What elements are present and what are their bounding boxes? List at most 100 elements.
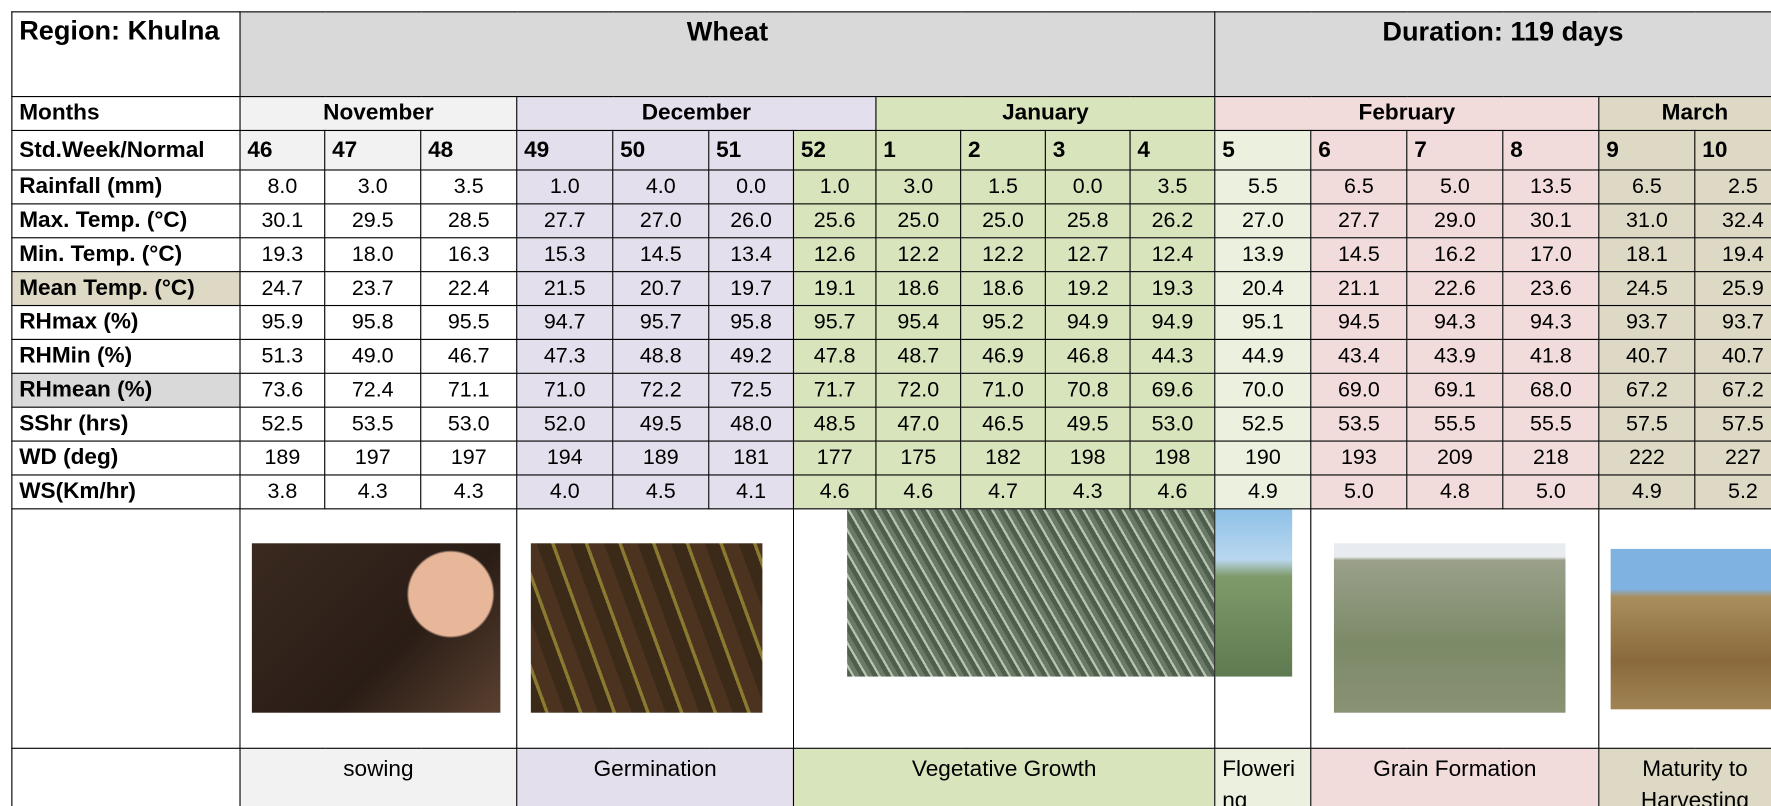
week-label: Std.Week/Normal (12, 130, 240, 170)
value-cell: 25.8 (1045, 204, 1130, 238)
value-cell: 18.1 (1599, 238, 1695, 272)
value-cell: 189 (613, 441, 709, 475)
value-cell: 4.7 (961, 475, 1046, 509)
stage-photo (531, 543, 763, 712)
value-cell: 177 (793, 441, 875, 475)
value-cell: 190 (1215, 441, 1311, 475)
value-cell: 1.0 (517, 170, 613, 204)
stage-label: Maturity to Harvesting (1599, 748, 1771, 806)
value-cell: 48.5 (793, 407, 875, 441)
week: 52 (793, 130, 875, 170)
duration: Duration: 119 days (1215, 12, 1771, 97)
value-cell: 25.6 (793, 204, 875, 238)
value-cell: 29.5 (325, 204, 421, 238)
week: 3 (1045, 130, 1130, 170)
value-cell: 19.4 (1695, 238, 1771, 272)
value-cell: 4.3 (421, 475, 517, 509)
value-cell: 5.0 (1407, 170, 1503, 204)
value-cell: 94.9 (1130, 306, 1215, 340)
row-label: Rainfall (mm) (12, 170, 240, 204)
value-cell: 14.5 (613, 238, 709, 272)
value-cell: 175 (876, 441, 961, 475)
value-cell: 13.9 (1215, 238, 1311, 272)
week: 6 (1311, 130, 1407, 170)
value-cell: 47.8 (793, 339, 875, 373)
value-cell: 25.9 (1695, 272, 1771, 306)
value-cell: 94.3 (1407, 306, 1503, 340)
value-cell: 3.5 (1130, 170, 1215, 204)
value-cell: 4.5 (613, 475, 709, 509)
value-cell: 4.6 (1130, 475, 1215, 509)
week: 48 (421, 130, 517, 170)
value-cell: 27.7 (1311, 204, 1407, 238)
week: 46 (240, 130, 325, 170)
value-cell: 46.5 (961, 407, 1046, 441)
value-cell: 14.5 (1311, 238, 1407, 272)
value-cell: 47.3 (517, 339, 613, 373)
stage-label: Germination (517, 748, 794, 806)
value-cell: 71.0 (517, 373, 613, 407)
value-cell: 49.0 (325, 339, 421, 373)
month: January (876, 97, 1215, 131)
month: February (1215, 97, 1599, 131)
value-cell: 93.7 (1599, 306, 1695, 340)
value-cell: 193 (1311, 441, 1407, 475)
images-row (12, 509, 1771, 748)
value-cell: 69.0 (1311, 373, 1407, 407)
value-cell: 4.6 (793, 475, 875, 509)
image-cell (793, 509, 1214, 748)
value-cell: 2.5 (1695, 170, 1771, 204)
crop-title: Wheat (240, 12, 1215, 97)
value-cell: 30.1 (1503, 204, 1599, 238)
value-cell: 30.1 (240, 204, 325, 238)
value-cell: 51.3 (240, 339, 325, 373)
value-cell: 4.8 (1407, 475, 1503, 509)
value-cell: 12.2 (961, 238, 1046, 272)
value-cell: 95.2 (961, 306, 1046, 340)
value-cell: 3.0 (876, 170, 961, 204)
week: 9 (1599, 130, 1695, 170)
image-cell (1311, 509, 1599, 748)
value-cell: 3.0 (325, 170, 421, 204)
week: 7 (1407, 130, 1503, 170)
value-cell: 25.0 (961, 204, 1046, 238)
value-cell: 18.0 (325, 238, 421, 272)
value-cell: 52.0 (517, 407, 613, 441)
value-cell: 27.7 (517, 204, 613, 238)
value-cell: 53.0 (421, 407, 517, 441)
value-cell: 72.5 (709, 373, 794, 407)
value-cell: 20.4 (1215, 272, 1311, 306)
value-cell: 13.5 (1503, 170, 1599, 204)
value-cell: 26.0 (709, 204, 794, 238)
value-cell: 12.7 (1045, 238, 1130, 272)
value-cell: 93.7 (1695, 306, 1771, 340)
value-cell: 22.6 (1407, 272, 1503, 306)
value-cell: 28.5 (421, 204, 517, 238)
value-cell: 4.6 (876, 475, 961, 509)
value-cell: 0.0 (1045, 170, 1130, 204)
value-cell: 32.4 (1695, 204, 1771, 238)
value-cell: 94.5 (1311, 306, 1407, 340)
value-cell: 222 (1599, 441, 1695, 475)
value-cell: 71.7 (793, 373, 875, 407)
week: 2 (961, 130, 1046, 170)
value-cell: 70.8 (1045, 373, 1130, 407)
value-cell: 69.1 (1407, 373, 1503, 407)
row-label: SShr (hrs) (12, 407, 240, 441)
week: 8 (1503, 130, 1599, 170)
stage-photo (1215, 509, 1292, 676)
value-cell: 31.0 (1599, 204, 1695, 238)
value-cell: 95.7 (793, 306, 875, 340)
value-cell: 95.5 (421, 306, 517, 340)
value-cell: 16.2 (1407, 238, 1503, 272)
months-label: Months (12, 97, 240, 131)
value-cell: 95.4 (876, 306, 961, 340)
week: 1 (876, 130, 961, 170)
